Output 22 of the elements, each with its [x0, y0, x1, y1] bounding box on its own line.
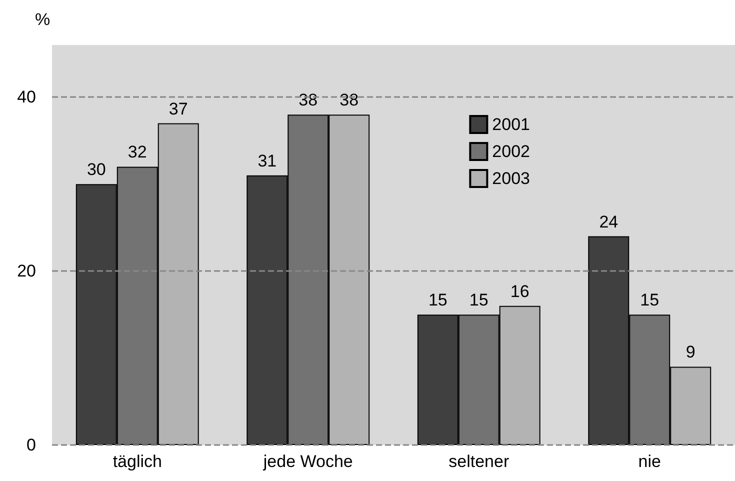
data-label: 38 [340, 90, 359, 110]
x-tick-label: täglich [112, 452, 162, 471]
data-label: 16 [510, 282, 530, 301]
legend-label: 2001 [492, 115, 530, 134]
y-tick-label: 0 [26, 436, 36, 454]
data-label: 32 [128, 142, 147, 162]
y-tick-label: 40 [17, 88, 36, 107]
data-label: 15 [469, 290, 488, 310]
data-label: 37 [168, 99, 188, 118]
y-axis-title: % [35, 10, 50, 29]
data-label: 31 [258, 151, 277, 170]
y-tick-label: 20 [17, 262, 36, 281]
data-label: 15 [640, 290, 660, 310]
data-label: 24 [599, 212, 618, 232]
legend-label: 2002 [492, 142, 530, 161]
data-label: 9 [686, 342, 696, 362]
x-tick-label: nie [638, 452, 661, 471]
data-label: 30 [86, 160, 106, 180]
x-tick-label: seltener [448, 452, 510, 471]
legend-label: 2003 [492, 169, 530, 188]
x-tick-label: jede Woche [262, 452, 353, 471]
data-label: 15 [428, 290, 448, 310]
